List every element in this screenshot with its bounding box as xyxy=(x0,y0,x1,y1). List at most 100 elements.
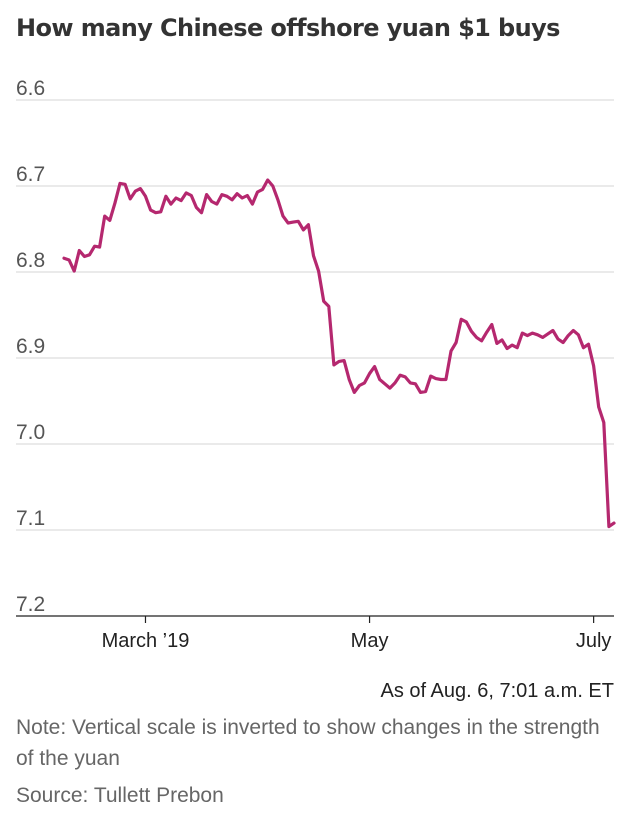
data-point xyxy=(485,331,488,334)
y-tick-label: 6.8 xyxy=(16,249,45,272)
data-point xyxy=(587,343,590,346)
data-point xyxy=(399,374,401,377)
data-point xyxy=(343,359,345,362)
data-point xyxy=(531,332,534,334)
data-point xyxy=(394,382,396,384)
data-point xyxy=(526,334,529,337)
data-point xyxy=(144,195,147,198)
data-point xyxy=(287,222,289,224)
data-point xyxy=(603,421,605,424)
data-point xyxy=(221,193,223,196)
data-point xyxy=(185,192,187,194)
as-of-annotation: As of Aug. 6, 7:01 a.m. ET xyxy=(380,680,614,702)
data-point xyxy=(384,383,386,385)
data-point xyxy=(114,202,116,204)
chart-source: Source: Tullett Prebon xyxy=(16,784,224,807)
data-point xyxy=(261,188,264,191)
series-group xyxy=(62,178,616,529)
data-point xyxy=(165,195,167,198)
data-point xyxy=(496,342,498,345)
data-point xyxy=(160,211,162,213)
data-point xyxy=(475,336,478,339)
data-point xyxy=(445,378,447,381)
data-point xyxy=(567,334,569,337)
y-tick-label: 7.2 xyxy=(16,593,45,616)
data-point xyxy=(521,332,524,334)
data-point xyxy=(378,378,381,381)
y-tick-label: 7.1 xyxy=(16,507,45,530)
x-axis: March ’19 May July xyxy=(102,616,611,652)
data-point xyxy=(124,183,126,186)
gridlines xyxy=(16,99,614,617)
data-point xyxy=(368,372,371,375)
data-point xyxy=(68,259,70,261)
data-point xyxy=(577,334,580,336)
data-point xyxy=(333,364,335,366)
chart-title: How many Chinese offshore yuan $1 buys xyxy=(16,14,560,42)
data-point xyxy=(455,341,457,344)
data-point xyxy=(63,257,65,260)
data-point xyxy=(236,192,238,195)
data-point xyxy=(536,334,539,336)
data-point xyxy=(389,387,391,389)
data-point xyxy=(608,525,610,528)
data-point xyxy=(572,329,575,332)
data-point xyxy=(103,215,106,217)
data-point xyxy=(348,378,351,381)
data-point xyxy=(541,336,544,339)
data-point xyxy=(266,179,269,181)
data-point xyxy=(506,347,508,350)
data-point xyxy=(465,321,468,323)
data-point xyxy=(597,406,600,408)
data-point xyxy=(129,198,131,200)
data-point xyxy=(562,341,564,344)
data-point xyxy=(460,318,463,321)
data-point xyxy=(88,254,91,256)
data-point xyxy=(592,364,595,367)
data-point xyxy=(154,211,157,214)
data-point xyxy=(277,199,279,201)
data-point xyxy=(109,219,111,222)
data-point xyxy=(328,305,330,308)
data-point xyxy=(175,197,177,199)
data-point xyxy=(139,187,142,190)
data-point xyxy=(511,344,513,346)
data-point xyxy=(312,254,315,257)
data-point xyxy=(353,391,356,394)
data-point xyxy=(246,194,249,197)
data-point xyxy=(582,346,585,349)
data-point xyxy=(251,203,254,205)
yuan-series-line xyxy=(62,178,616,529)
data-point xyxy=(297,220,300,223)
data-point xyxy=(180,199,182,202)
data-point xyxy=(404,376,407,378)
data-point xyxy=(516,346,518,349)
data-point xyxy=(435,377,437,380)
data-point xyxy=(292,221,295,223)
data-point xyxy=(414,383,417,385)
data-point xyxy=(470,330,473,333)
data-point xyxy=(256,191,259,193)
data-point xyxy=(231,199,233,201)
data-point xyxy=(440,378,442,381)
data-point xyxy=(210,200,213,203)
data-point xyxy=(241,197,243,199)
data-point xyxy=(547,333,549,335)
data-point xyxy=(409,382,412,384)
data-point xyxy=(93,245,96,247)
data-point xyxy=(73,270,75,272)
data-point xyxy=(195,206,198,209)
data-point xyxy=(149,209,152,211)
data-point xyxy=(419,391,422,394)
data-point xyxy=(552,329,554,332)
data-point xyxy=(170,203,172,205)
data-point xyxy=(317,270,320,272)
data-point xyxy=(338,360,340,363)
data-point xyxy=(424,390,427,393)
chart-note: Note: Vertical scale is inverted to show… xyxy=(16,716,600,770)
y-tick-label: 6.7 xyxy=(16,163,45,186)
data-point xyxy=(491,323,493,326)
data-point xyxy=(613,522,615,524)
y-tick-label: 7.0 xyxy=(16,421,45,444)
x-tick-label: May xyxy=(351,630,389,652)
